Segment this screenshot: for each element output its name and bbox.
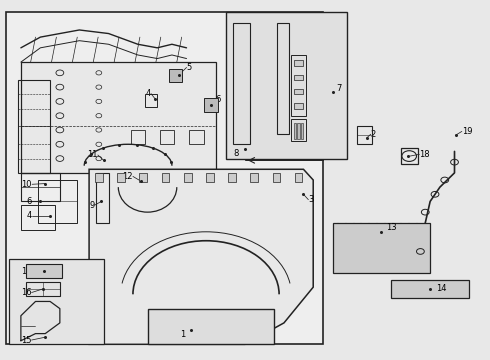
- Bar: [139, 173, 147, 182]
- Text: 6: 6: [216, 95, 221, 104]
- Bar: [294, 173, 302, 182]
- Bar: [272, 173, 280, 182]
- Text: 16: 16: [21, 288, 31, 297]
- Bar: [130, 130, 145, 144]
- Bar: [162, 173, 170, 182]
- Bar: [206, 173, 214, 182]
- Polygon shape: [9, 258, 104, 344]
- Text: 13: 13: [386, 222, 397, 231]
- Polygon shape: [21, 62, 216, 173]
- Polygon shape: [225, 12, 347, 158]
- Text: 2: 2: [371, 130, 376, 139]
- Bar: [160, 130, 174, 144]
- Bar: [294, 89, 303, 94]
- Polygon shape: [26, 264, 62, 278]
- Bar: [294, 75, 303, 80]
- Text: 9: 9: [90, 201, 95, 210]
- Bar: [189, 130, 203, 144]
- Polygon shape: [147, 309, 274, 344]
- Text: 3: 3: [308, 195, 314, 204]
- Bar: [294, 60, 303, 66]
- Text: 6: 6: [27, 197, 32, 206]
- Text: 10: 10: [22, 180, 32, 189]
- Bar: [294, 123, 296, 139]
- Polygon shape: [391, 280, 469, 298]
- Text: 4: 4: [146, 89, 151, 98]
- Text: 12: 12: [122, 172, 133, 181]
- Polygon shape: [333, 223, 430, 273]
- Polygon shape: [169, 69, 182, 82]
- Bar: [95, 173, 103, 182]
- Text: 4: 4: [27, 211, 32, 220]
- Bar: [117, 173, 125, 182]
- Bar: [297, 123, 299, 139]
- Text: 1: 1: [180, 330, 186, 339]
- Text: 7: 7: [337, 84, 342, 93]
- Bar: [228, 173, 236, 182]
- Text: 17: 17: [21, 267, 31, 276]
- Text: 18: 18: [419, 150, 430, 159]
- Text: 19: 19: [462, 127, 472, 136]
- Bar: [300, 123, 303, 139]
- Polygon shape: [6, 12, 323, 344]
- Text: 11: 11: [87, 150, 98, 159]
- Text: 14: 14: [436, 284, 446, 293]
- Bar: [294, 103, 303, 109]
- Text: 5: 5: [187, 63, 192, 72]
- Polygon shape: [89, 169, 313, 344]
- Bar: [184, 173, 192, 182]
- Text: 15: 15: [21, 336, 31, 345]
- Polygon shape: [203, 98, 218, 112]
- Text: 8: 8: [234, 149, 239, 158]
- Bar: [250, 173, 258, 182]
